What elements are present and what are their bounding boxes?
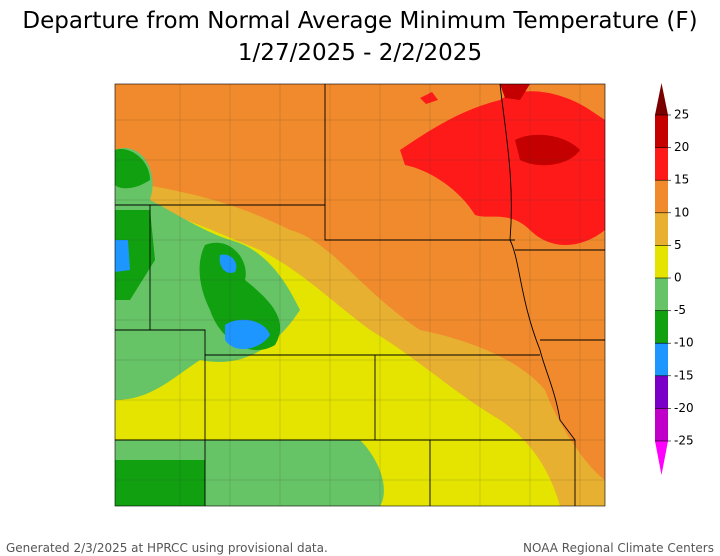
legend-label: 10 [674,205,689,219]
legend-label: 20 [674,140,689,154]
legend-swatch [655,343,668,377]
legend-arrow-top [655,83,668,115]
legend-label: 5 [674,238,682,252]
legend-label: -25 [674,434,694,448]
legend-swatch [655,278,668,312]
legend-label: 15 [674,173,689,187]
legend-label: 25 [674,108,689,122]
legend-swatch [655,245,668,279]
legend: 25 20 15 10 5 0 -5 -10 -15 -20 -25 [655,83,694,475]
subtitle: 1/27/2025 - 2/2/2025 [238,40,482,66]
legend-label: -20 [674,401,694,415]
legend-swatch [655,147,668,181]
legend-swatch [655,375,668,409]
footer-left: Generated 2/3/2025 at HPRCC using provis… [6,541,328,555]
legend-label: -15 [674,368,694,382]
legend-swatch [655,310,668,344]
legend-arrow-bottom [655,441,668,475]
footer-right: NOAA Regional Climate Centers [523,541,714,555]
legend-swatch [655,115,668,149]
title: Departure from Normal Average Minimum Te… [22,8,697,34]
legend-label: -10 [674,336,694,350]
legend-label: -5 [674,303,686,317]
legend-swatch [655,180,668,214]
legend-swatch [655,408,668,442]
state-borders [115,84,605,506]
map [114,83,606,507]
legend-label: 0 [674,271,682,285]
legend-swatch [655,212,668,246]
